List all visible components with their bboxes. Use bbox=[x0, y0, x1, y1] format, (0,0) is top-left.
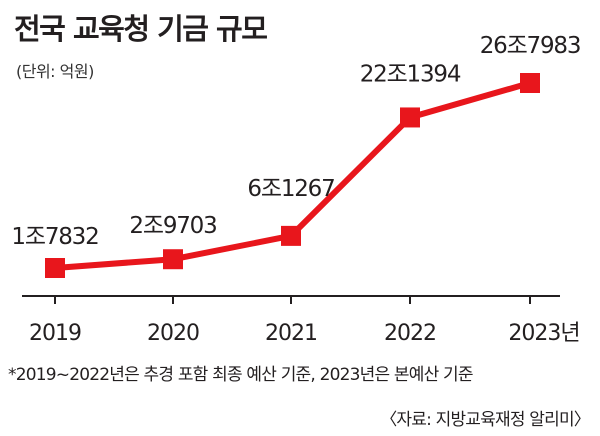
data-point-marker bbox=[281, 225, 301, 246]
footnote: *2019~2022년은 추경 포함 최종 예산 기준, 2023년은 본예산 … bbox=[8, 365, 474, 385]
x-tick-label: 2023년 bbox=[508, 321, 579, 346]
x-tick-label: 2020 bbox=[147, 321, 199, 346]
x-tick-label: 2022 bbox=[384, 321, 436, 346]
x-tick-label: 2019 bbox=[29, 321, 81, 346]
data-point-marker bbox=[520, 73, 540, 93]
chart-title: 전국 교육청 기금 규모 bbox=[14, 12, 268, 46]
data-label: 26조7983 bbox=[480, 33, 581, 59]
x-tick-label: 2021 bbox=[265, 321, 317, 346]
data-point-marker bbox=[400, 107, 420, 128]
unit-label: (단위: 억원) bbox=[16, 62, 94, 81]
data-label: 2조9703 bbox=[129, 213, 216, 239]
data-label: 22조1394 bbox=[360, 61, 461, 87]
source-note: 〈자료: 지방교육재정 알리미〉 bbox=[380, 410, 591, 430]
data-point-marker bbox=[163, 249, 183, 270]
data-point-marker bbox=[45, 258, 65, 278]
data-label: 1조7832 bbox=[11, 224, 98, 250]
data-label: 6조1267 bbox=[247, 176, 334, 202]
